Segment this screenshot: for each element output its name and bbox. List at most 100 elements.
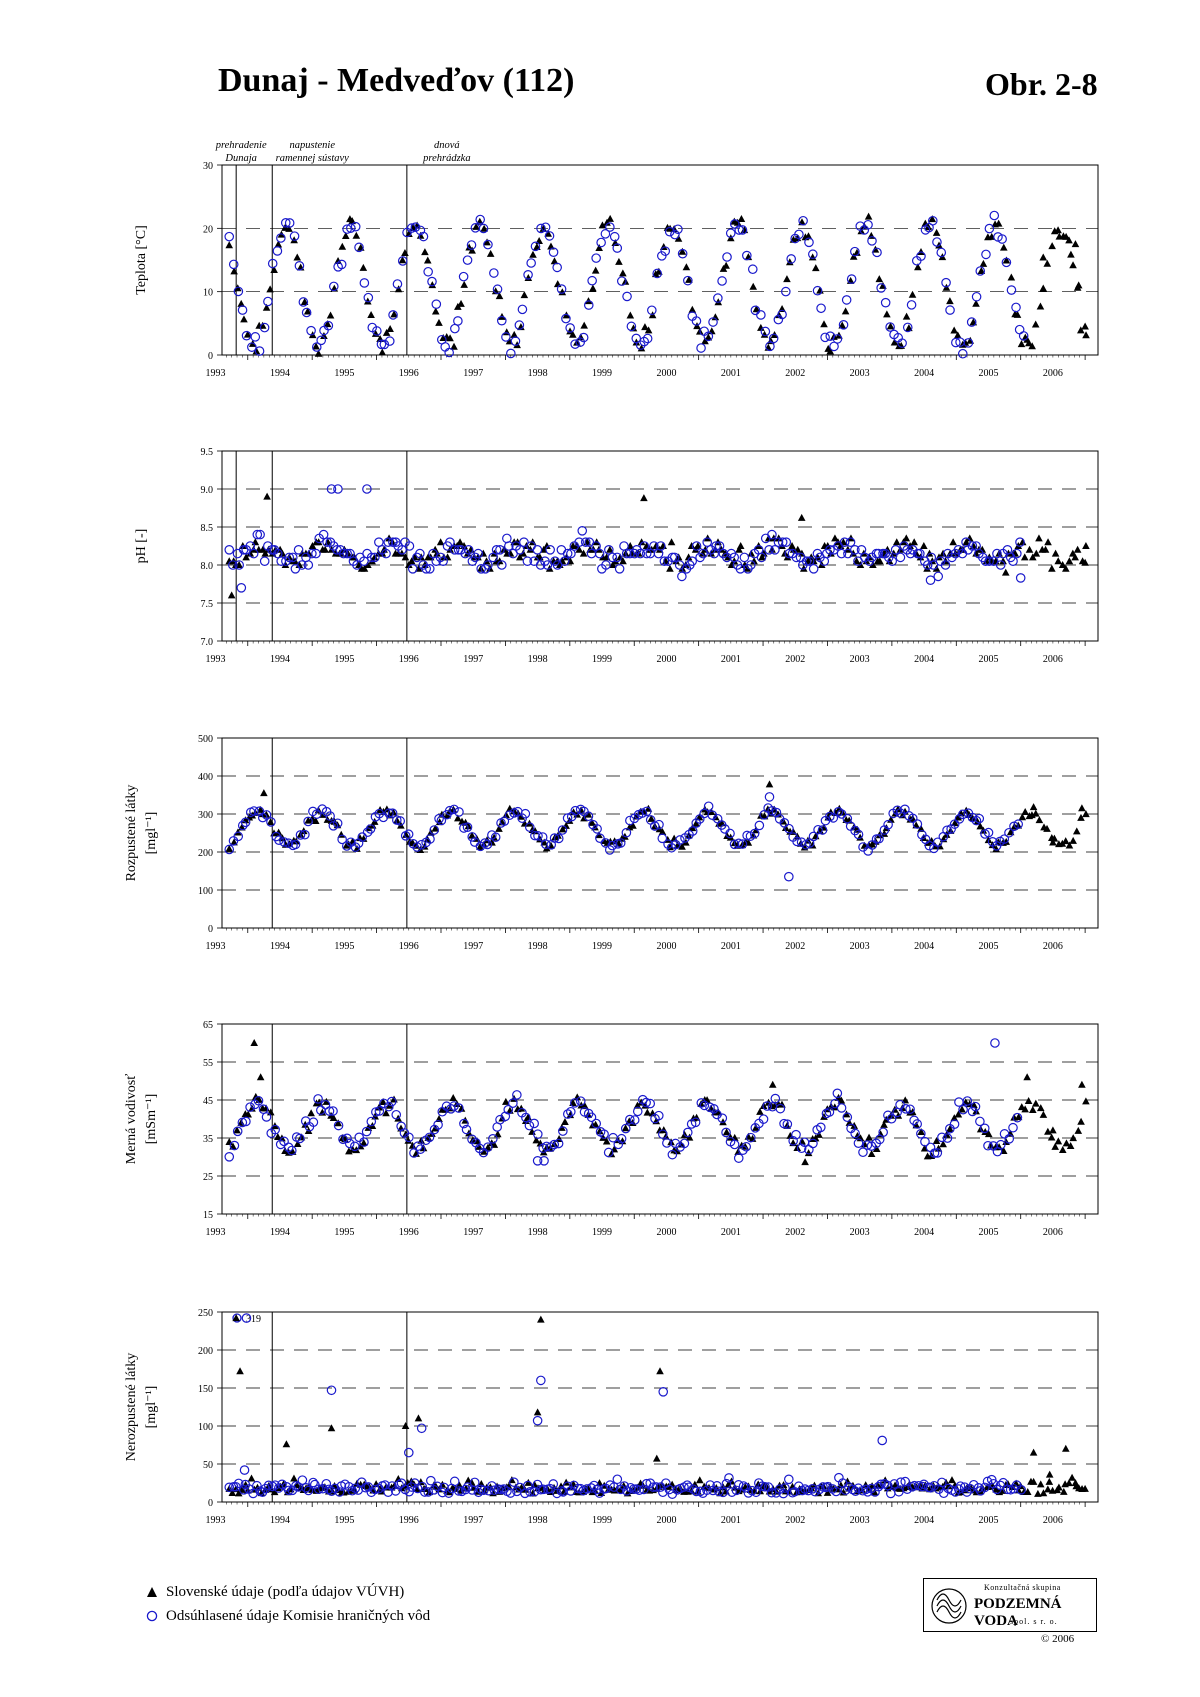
data-point-slovak (1029, 803, 1038, 811)
data-point-slovak (979, 259, 988, 267)
data-point-slovak (1021, 1105, 1029, 1113)
data-point-slovak (230, 838, 238, 846)
data-point-commission (932, 837, 943, 848)
data-point-slovak (233, 1126, 241, 1134)
x-tick-label: 2003 (850, 941, 870, 952)
data-point-slovak (830, 1103, 839, 1111)
y-tick-label: 55 (203, 1058, 213, 1069)
data-point-commission (970, 1101, 981, 1112)
data-point-commission (276, 556, 287, 566)
data-point-commission (804, 556, 815, 566)
data-point-commission (431, 299, 442, 309)
data-point-slovak (1036, 1480, 1045, 1488)
data-point-commission (625, 815, 635, 826)
data-point-commission (735, 563, 746, 574)
data-point-commission (667, 1149, 678, 1160)
data-point-slovak (652, 1454, 661, 1462)
data-point-commission (300, 829, 310, 840)
data-point-commission (404, 541, 415, 551)
data-point-commission (1012, 548, 1022, 559)
data-point-slovak (1049, 838, 1057, 846)
y-tick-label: 8.5 (201, 523, 214, 534)
data-point-slovak (730, 1133, 739, 1141)
data-point-slovak (928, 215, 937, 223)
data-point-commission (307, 548, 317, 559)
data-point-commission (324, 1106, 335, 1116)
data-point-slovak (1036, 1104, 1045, 1112)
data-point-commission (932, 237, 942, 247)
data-point-commission (962, 1096, 973, 1106)
data-point-slovak (621, 1124, 630, 1132)
data-point-commission (488, 1133, 498, 1144)
data-point-slovak (274, 240, 283, 248)
data-point-commission (999, 834, 1010, 844)
x-tick-label: 2001 (721, 941, 741, 952)
x-tick-label: 2004 (914, 654, 934, 665)
data-point-commission (532, 1415, 543, 1426)
y-tick-label: 150 (198, 1384, 213, 1395)
data-point-slovak (323, 320, 332, 328)
data-point-commission (284, 552, 295, 563)
x-tick-label: 2003 (850, 368, 870, 379)
data-point-slovak (823, 542, 832, 549)
data-point-slovak (416, 231, 425, 239)
data-point-slovak (419, 1144, 428, 1152)
data-point-commission (746, 560, 756, 570)
x-tick-label: 1998 (528, 1227, 548, 1238)
data-point-slovak (883, 310, 891, 318)
data-point-slovak (1002, 256, 1011, 264)
data-point-commission (384, 1101, 394, 1112)
data-point-commission (361, 1126, 372, 1137)
data-point-commission (768, 333, 779, 344)
data-point-slovak (533, 1408, 542, 1416)
data-point-commission (374, 1106, 385, 1116)
data-point-commission (332, 818, 343, 829)
data-point-slovak (1017, 340, 1026, 348)
data-point-commission (520, 808, 531, 819)
data-point-commission (478, 223, 489, 234)
data-point-commission (496, 315, 507, 326)
data-point-commission (359, 278, 370, 288)
data-point-slovak (236, 1367, 244, 1375)
data-point-commission (575, 1096, 586, 1106)
data-point-commission (957, 348, 968, 359)
data-point-commission (418, 231, 429, 242)
data-point-slovak (1058, 561, 1067, 568)
data-point-slovak (868, 840, 876, 848)
data-point-commission (521, 1112, 531, 1123)
data-point-commission (409, 1478, 420, 1488)
data-point-slovak (714, 1108, 723, 1116)
data-point-commission (949, 1119, 960, 1129)
data-point-commission (363, 1482, 374, 1492)
data-point-slovak (1048, 242, 1056, 250)
x-tick-label: 2006 (1043, 1515, 1063, 1526)
data-point-slovak (1077, 813, 1085, 821)
y-tick-label: 300 (198, 810, 213, 821)
data-point-slovak (722, 261, 730, 269)
data-point-slovak (314, 538, 323, 546)
data-point-commission (583, 811, 594, 822)
data-point-slovak (641, 323, 649, 331)
data-point-commission (566, 1106, 576, 1117)
data-point-commission (609, 231, 620, 242)
data-point-slovak (864, 212, 873, 220)
data-point-commission (407, 563, 418, 574)
chart-panel-1: 0 10 20 30 1993 1994 1995 1996 1997 1998 1999 2000 2… (134, 161, 1099, 379)
y-axis-label: [mgl⁻¹] (144, 812, 159, 855)
data-point-commission (654, 819, 664, 830)
data-point-slovak (849, 549, 858, 557)
data-point-slovak (820, 320, 828, 328)
data-point-commission (509, 1477, 519, 1488)
x-tick-label: 2002 (785, 1515, 805, 1526)
data-point-slovak (454, 814, 462, 822)
data-point-commission (415, 1144, 426, 1154)
data-point-commission (574, 537, 584, 547)
data-point-commission (506, 348, 516, 359)
data-point-slovak (932, 228, 941, 236)
data-point-slovak (1069, 1134, 1078, 1142)
data-point-slovak (629, 324, 638, 332)
data-point-commission (266, 817, 276, 827)
data-point-slovak (1071, 240, 1080, 248)
data-point-slovak (457, 299, 465, 307)
data-point-slovak (722, 1128, 731, 1136)
